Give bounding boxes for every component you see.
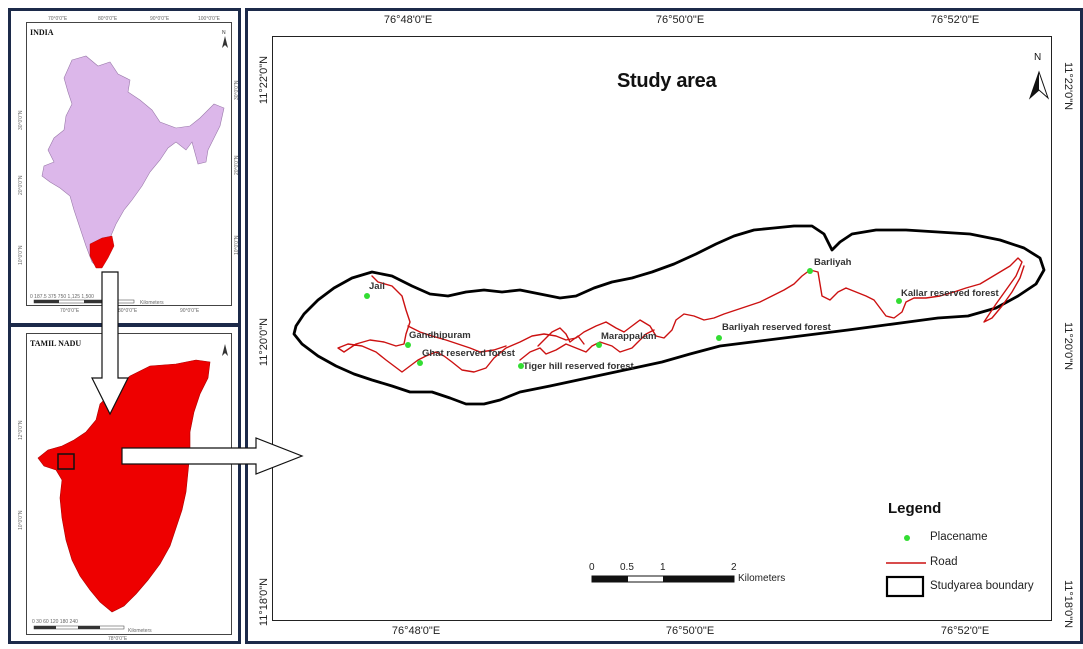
tamilnadu-north-arrow-icon [222,344,228,356]
scale-tick-label: 0 [589,562,595,573]
india-top-tick: 90°0'0"E [150,16,170,22]
legend-symbols [885,535,926,598]
india-scale-bar [33,299,135,304]
india-inset-title: INDIA [30,28,54,37]
india-bottom-tick: 90°0'0"E [180,308,200,314]
top-longitude-label: 76°48'0"E [383,14,433,26]
road-segment [537,327,585,347]
place-point-marappalam [596,342,602,348]
india-north-arrow-icon: N [222,30,228,48]
scale-tick-label: 2 [731,562,737,573]
place-point-ghat-reserved-forest [417,360,423,366]
bottom-longitude-label: 76°48'0"E [391,625,441,637]
place-label-tiger-hill-reserved-forest: Tiger hill reserved forest [523,361,634,372]
place-label-barliyah-reserved-forest: Barliyah reserved forest [722,322,831,333]
study-area-map-frame [272,36,1052,621]
india-bottom-tick: 80°0'0"E [118,308,138,314]
place-point-barliyah-reserved-forest [716,335,722,341]
legend-title: Legend [888,500,942,517]
study-area-boundary [292,224,1046,406]
place-label-kallar-reserved-forest: Kallar reserved forest [901,288,999,299]
india-scale-unit: Kilometers [140,300,164,306]
tamilnadu-bottom-tick: 78°0'0"E [108,636,128,642]
bottom-longitude-label: 76°52'0"E [940,625,990,637]
road-segment [519,329,655,361]
tamilnadu-scale-ticks: 0 30 60 120 180 240 [32,619,78,625]
top-longitude-label: 76°52'0"E [930,14,980,26]
legend-boundary-symbol [885,575,925,598]
scale-tick-label: 0.5 [620,562,634,573]
tamilnadu-to-study-area-arrow-icon [121,437,304,475]
road-network [337,257,1025,373]
road-segment [337,257,1025,373]
place-point-kallar-reserved-forest [896,298,902,304]
place-label-gandhipuram: Gandhipuram [409,330,471,341]
top-longitude-label: 76°50'0"E [655,14,705,26]
svg-text:N: N [222,30,226,36]
india-top-tick: 70°0'0"E [48,16,68,22]
legend-label-placename: Placename [930,531,988,543]
road-segment [407,325,507,353]
place-point-gandhipuram [405,342,411,348]
place-label-barliyah: Barliyah [814,257,852,268]
tamilnadu-state-shape [37,359,211,613]
india-top-tick: 80°0'0"E [98,16,118,22]
tamilnadu-scale-bar [33,625,125,630]
map-title: Study area [617,70,717,92]
india-to-tamilnadu-arrow-icon [91,271,129,416]
place-label-jail: Jail [369,281,385,292]
bottom-longitude-label: 76°50'0"E [665,625,715,637]
place-label-ghat-reserved-forest: Ghat reserved forest [422,348,515,359]
legend-placename-symbol [904,535,910,541]
place-point-barliyah [807,268,813,274]
india-inset-frame [26,22,232,306]
place-points [364,268,902,369]
tamilnadu-inset-frame [26,333,232,635]
india-tamilnadu-highlight [89,235,115,269]
india-scale-ticks: 0 187.5 375 750 1,125 1,500 [30,294,94,300]
tamilnadu-study-area-box [57,453,75,470]
india-bottom-tick: 70°0'0"E [60,308,80,314]
place-label-marappalam: Marappalam [601,331,657,342]
legend-label-boundary: Studyarea boundary [930,580,1034,592]
main-scale-bar [591,575,735,583]
india-country-shape [41,55,225,269]
legend-label-road: Road [930,556,958,568]
north-label: N [1034,52,1042,63]
scale-tick-label: 1 [660,562,666,573]
north-arrow-icon [1028,70,1050,100]
india-top-tick: 100°0'0"E [198,16,220,22]
tamilnadu-inset-title: TAMIL NADU [30,339,82,348]
place-point-jail [364,293,370,299]
scale-unit-label: Kilometers [738,573,786,584]
place-point-tiger-hill-reserved-forest [518,363,524,369]
tamilnadu-scale-unit: Kilometers [128,628,152,634]
